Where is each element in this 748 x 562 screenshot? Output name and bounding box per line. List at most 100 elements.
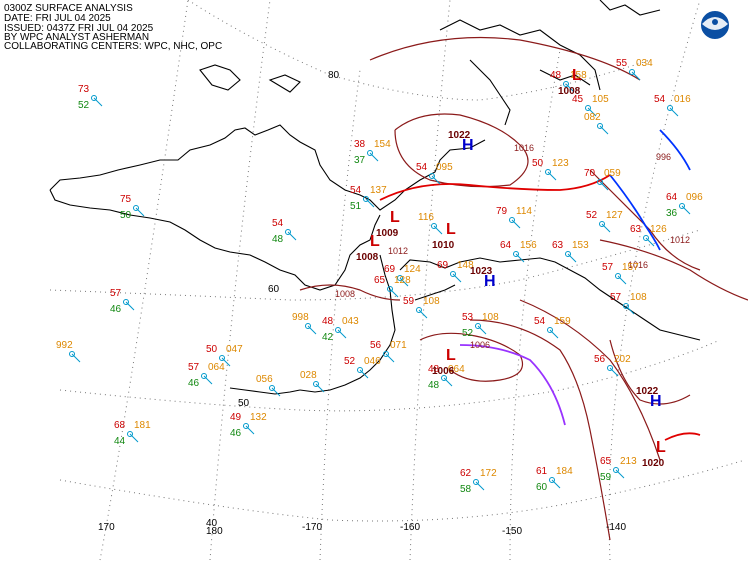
station-circle-icon — [473, 479, 479, 485]
station-temperature: 73 — [78, 84, 90, 95]
station-dewpoint: 48 — [428, 380, 440, 391]
wind-barb-icon — [287, 231, 297, 241]
station-temperature: 57 — [602, 262, 614, 273]
station-circle-icon — [269, 385, 275, 391]
station-plot: 57 108 — [610, 292, 647, 315]
station-plot: 50 047 — [206, 344, 243, 367]
station-temperature: 69 — [384, 264, 396, 275]
wind-barb-icon — [599, 181, 609, 191]
station-circle-icon — [643, 235, 649, 241]
warm-front — [379, 174, 611, 201]
wind-barb-icon — [337, 329, 347, 339]
wind-barb-icon — [631, 71, 641, 81]
pressure-system-L: L — [446, 221, 456, 238]
station-temperature: 56 — [594, 354, 606, 365]
station-pressure: 108 — [630, 292, 647, 303]
station-plot: 50 123 — [532, 158, 569, 181]
pressure-value: 1010 — [432, 240, 455, 251]
station-pressure: 998 — [292, 312, 309, 323]
station-plot: 69 124 — [384, 264, 421, 287]
cold-front-east — [659, 129, 691, 171]
station-dewpoint: 52 — [462, 328, 474, 339]
station-temperature: 64 — [666, 192, 678, 203]
station-plot: 54 51 137 — [350, 185, 387, 212]
station-pressure: 043 — [342, 316, 359, 327]
station-temperature: 69 — [437, 260, 449, 271]
station-plot: 082 — [584, 112, 609, 135]
station-pressure: 108 — [482, 312, 499, 323]
isobar-label: 1012 — [670, 235, 690, 245]
station-pressure: 184 — [556, 466, 573, 477]
station-pressure: 128 — [394, 275, 411, 286]
wind-barb-icon — [129, 433, 139, 443]
station-temperature: 48 — [550, 70, 562, 81]
station-temperature: 54 — [534, 316, 546, 327]
station-circle-icon — [679, 203, 685, 209]
lon-label-170: 170 — [98, 522, 115, 533]
wind-barb-icon — [389, 288, 399, 298]
wind-barb-icon — [399, 277, 409, 287]
station-pressure: 202 — [614, 354, 631, 365]
wind-barb-icon — [203, 375, 213, 385]
station-temperature: 63 — [552, 240, 564, 251]
station-circle-icon — [363, 196, 369, 202]
station-plot: 49 46 132 — [230, 412, 267, 439]
header-line-4: BY WPC ANALYST ASHERMAN — [4, 32, 150, 43]
wind-barb-icon — [443, 377, 453, 387]
wind-barb-icon — [625, 305, 635, 315]
station-pressure: 028 — [300, 370, 317, 381]
wind-barb-icon — [452, 273, 462, 283]
station-plot: 45 105 — [572, 94, 609, 117]
station-pressure: 148 — [457, 260, 474, 271]
station-pressure: 137 — [370, 185, 387, 196]
station-pressure: 105 — [592, 94, 609, 105]
station-circle-icon — [367, 150, 373, 156]
station-dewpoint: 48 — [272, 234, 284, 245]
station-circle-icon — [431, 223, 437, 229]
lon-label-180: 180 — [206, 526, 223, 537]
station-circle-icon — [597, 123, 603, 129]
station-temperature: 38 — [354, 139, 366, 150]
wind-barb-icon — [71, 353, 81, 363]
station-circle-icon — [549, 477, 555, 483]
station-plot: 38 37 154 — [354, 139, 391, 166]
station-pressure: 116 — [418, 212, 434, 223]
wind-barb-icon — [431, 175, 441, 185]
station-pressure: 126 — [650, 224, 667, 235]
station-dewpoint: 42 — [322, 332, 334, 343]
station-circle-icon — [127, 431, 133, 437]
station-plot: 56 071 — [370, 340, 407, 363]
wind-barb-icon — [669, 107, 679, 117]
station-dewpoint: 58 — [460, 484, 472, 495]
station-plot: 65 59 213 — [600, 456, 637, 483]
station-pressure: 082 — [584, 112, 601, 123]
wind-barb-icon — [587, 107, 597, 117]
station-pressure: 059 — [604, 168, 621, 179]
isobar-label: 1006 — [470, 340, 490, 350]
wind-barb-icon — [125, 301, 135, 311]
station-plot: 61 60 184 — [536, 466, 573, 493]
station-pressure: 108 — [423, 296, 440, 307]
station-circle-icon — [509, 217, 515, 223]
station-plot: 59 108 — [403, 296, 440, 319]
station-dewpoint: 60 — [536, 482, 548, 493]
station-circle-icon — [305, 323, 311, 329]
station-temperature: 55 — [616, 58, 628, 69]
wind-barb-icon — [567, 253, 577, 263]
station-dewpoint: 46 — [110, 304, 122, 315]
station-pressure: 095 — [436, 162, 453, 173]
station-plot: 69 148 — [437, 260, 474, 283]
warm-front-east — [664, 432, 701, 441]
station-circle-icon — [629, 69, 635, 75]
station-circle-icon — [416, 307, 422, 313]
station-plot: 54 095 — [416, 162, 453, 185]
pressure-value: 1006 — [432, 366, 455, 377]
station-temperature: 54 — [272, 218, 284, 229]
station-circle-icon — [613, 467, 619, 473]
station-pressure: 158 — [570, 70, 587, 81]
station-pressure: 064 — [448, 364, 465, 375]
station-circle-icon — [585, 105, 591, 111]
